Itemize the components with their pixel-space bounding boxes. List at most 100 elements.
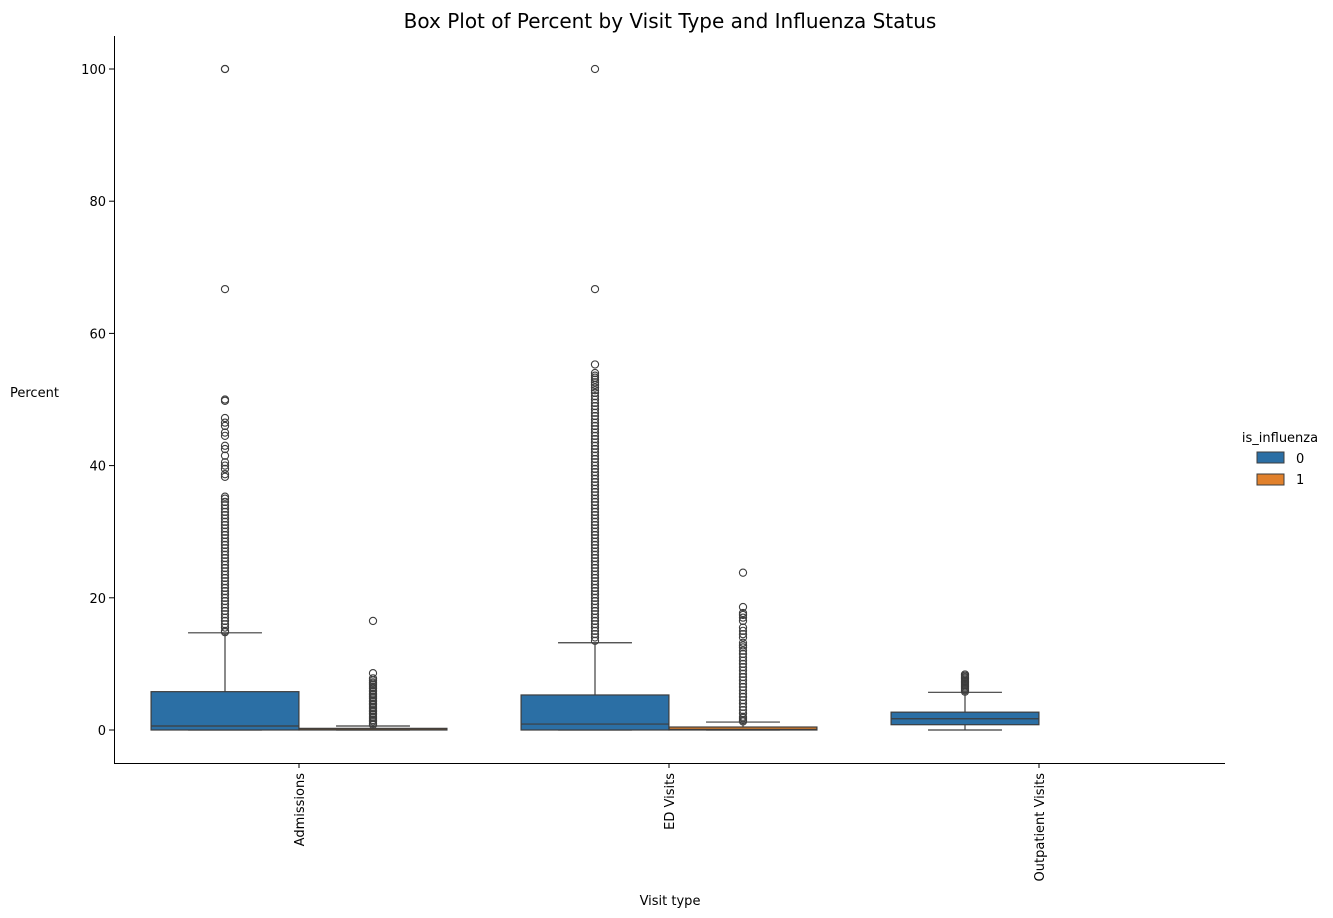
outlier-point: [220, 497, 230, 507]
outlier-point: [590, 626, 600, 635]
outlier-point: [590, 567, 600, 576]
x-axis-ticks: Admissions ED Visits Outpatient Visits: [293, 763, 1048, 881]
y-tick-label: 0: [98, 724, 106, 739]
outlier-point: [590, 375, 600, 384]
outlier-point: [590, 487, 600, 497]
outlier-point: [220, 593, 230, 602]
outlier-point: [220, 540, 230, 550]
outlier-point: [738, 616, 748, 626]
outlier-point: [220, 441, 230, 450]
outlier-point: [590, 491, 600, 500]
outlier-point: [590, 401, 600, 411]
outlier-point: [220, 537, 230, 546]
outlier-point: [220, 620, 230, 629]
box-iqr: [150, 691, 300, 731]
outlier-point: [220, 396, 230, 405]
y-tick-label: 60: [89, 327, 106, 342]
outlier-point: [590, 593, 600, 602]
outlier-point: [590, 550, 600, 559]
outlier-point: [590, 383, 600, 392]
outlier-point: [220, 524, 230, 533]
outlier-point: [220, 418, 230, 427]
box-iqr: [668, 726, 818, 731]
outlier-point: [590, 378, 600, 387]
outlier-point: [590, 454, 600, 464]
outlier-point: [590, 435, 600, 444]
outlier-point: [590, 471, 600, 480]
plot-area: [150, 64, 1040, 731]
outlier-point: [590, 464, 600, 474]
outlier-point: [590, 474, 600, 483]
outlier-point: [590, 477, 600, 487]
x-tick-label: Outpatient Visits: [1033, 773, 1048, 882]
legend-label-0: 0: [1296, 452, 1304, 467]
outlier-point: [220, 461, 230, 470]
outlier-point: [590, 583, 600, 593]
outlier-point: [590, 577, 600, 586]
box-group-ed-visits-1: [668, 568, 818, 731]
outlier-point: [220, 547, 230, 556]
outlier-point: [590, 517, 600, 526]
outlier-point: [220, 514, 230, 523]
outlier-point: [220, 511, 230, 520]
outlier-point: [738, 663, 748, 672]
outlier-point: [738, 643, 748, 652]
outlier-point: [590, 444, 600, 454]
legend: is_influenza 0 1: [1242, 431, 1318, 488]
outlier-point: [590, 411, 600, 421]
box-group-ed-visits-0: [520, 64, 670, 731]
outlier-point: [590, 590, 600, 599]
outlier-point: [738, 633, 748, 642]
outlier-point: [590, 425, 600, 434]
outlier-point: [590, 610, 600, 619]
outlier-point: [590, 613, 600, 622]
outlier-point: [590, 520, 600, 530]
outlier-point: [220, 590, 230, 599]
outlier-point: [590, 421, 600, 431]
outlier-point: [590, 392, 600, 401]
outlier-point: [590, 448, 600, 457]
outlier-point: [738, 653, 748, 662]
outlier-point: [590, 587, 600, 596]
box-group-admissions-1: [298, 616, 448, 731]
outlier-point: [590, 563, 600, 573]
chart-title: Box Plot of Percent by Visit Type and In…: [404, 9, 937, 33]
outlier-point: [590, 408, 600, 417]
outlier-point: [220, 527, 230, 536]
outlier-point: [590, 438, 600, 447]
box-group-admissions-0: [150, 64, 300, 731]
outlier-point: [220, 587, 230, 596]
outlier-point: [220, 613, 230, 622]
y-tick-label: 40: [89, 460, 106, 475]
outlier-point: [590, 553, 600, 563]
legend-label-1: 1: [1296, 473, 1304, 488]
y-tick-label: 80: [89, 195, 106, 210]
outlier-point: [590, 380, 600, 390]
outlier-point: [220, 534, 230, 543]
outlier-point: [220, 64, 230, 74]
outlier-point: [590, 547, 600, 556]
outlier-point: [220, 507, 230, 517]
box-group-outpatient-visits-0: [890, 670, 1040, 731]
outlier-point: [590, 524, 600, 533]
outlier-point: [590, 616, 600, 626]
outlier-point: [220, 504, 230, 513]
y-axis-label: Percent: [10, 386, 59, 401]
outlier-point: [738, 706, 748, 715]
outlier-point: [220, 470, 230, 479]
outlier-point: [220, 610, 230, 619]
outlier-point: [590, 388, 600, 398]
outlier-point: [738, 717, 748, 726]
outlier-point: [590, 620, 600, 629]
outlier-point: [220, 501, 230, 510]
outlier-point: [590, 603, 600, 612]
outlier-point: [590, 405, 600, 414]
outlier-point: [590, 461, 600, 470]
outlier-point: [590, 630, 600, 639]
outlier-point: [220, 520, 230, 530]
outlier-point: [220, 570, 230, 579]
outlier-point: [220, 431, 230, 441]
outlier-point: [590, 623, 600, 632]
outlier-point: [590, 534, 600, 543]
